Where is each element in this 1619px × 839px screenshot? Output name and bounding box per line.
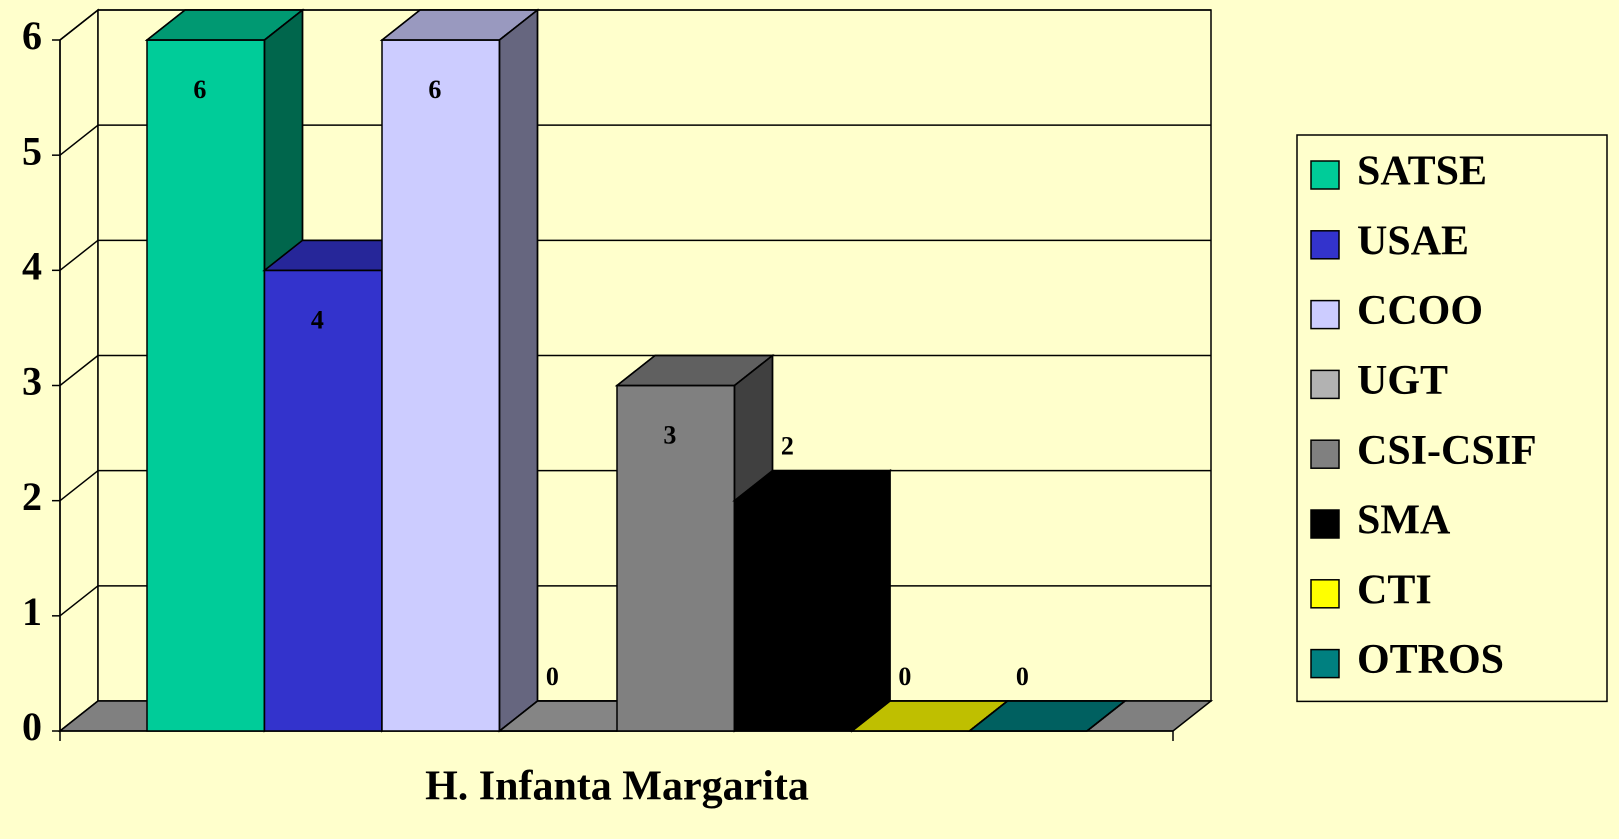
legend-label: CTI — [1357, 567, 1432, 613]
grid-line — [59, 124, 99, 156]
data-label: 6 — [193, 75, 206, 104]
bar-front — [733, 499, 853, 732]
legend-swatch — [1310, 160, 1340, 190]
legend-box — [1296, 134, 1608, 703]
data-label: 3 — [663, 420, 676, 449]
legend-swatch — [1310, 369, 1340, 400]
data-label: 0 — [898, 662, 911, 691]
bar-front — [616, 384, 736, 732]
grid-line — [59, 354, 99, 387]
grid-line — [59, 239, 99, 271]
y-tick-label: 3 — [22, 359, 42, 404]
data-label: 0 — [1016, 662, 1029, 691]
y-tick-label: 2 — [22, 474, 42, 519]
legend-swatch — [1310, 439, 1340, 469]
legend-swatch — [1310, 509, 1340, 539]
bar-side-shade — [851, 469, 891, 733]
legend-label: SMA — [1357, 498, 1451, 544]
data-label: 2 — [781, 432, 794, 461]
grid-line — [59, 585, 99, 617]
bar-front — [263, 269, 383, 732]
y-tick-label: 6 — [22, 13, 42, 58]
y-tick-label: 5 — [22, 128, 42, 173]
data-label: 0 — [546, 662, 559, 691]
y-tick-label: 0 — [22, 704, 42, 749]
legend-swatch — [1310, 299, 1340, 330]
legend-label: UGT — [1357, 358, 1448, 404]
legend-swatch — [1310, 579, 1340, 609]
bar-side-shade — [498, 8, 539, 733]
legend-label: CCOO — [1357, 288, 1483, 334]
x-category-label: H. Infanta Margarita — [425, 764, 809, 810]
legend-label: CSI-CSIF — [1357, 428, 1537, 474]
legend-label: OTROS — [1357, 637, 1504, 683]
legend-label: USAE — [1357, 218, 1469, 264]
bar-front — [381, 39, 501, 732]
data-label: 6 — [428, 75, 441, 104]
y-tick-label: 1 — [22, 589, 42, 634]
y-tick-label: 4 — [22, 244, 42, 289]
grid-line — [59, 470, 99, 502]
legend-swatch — [1310, 648, 1340, 679]
legend-swatch — [1310, 230, 1340, 260]
bar-side-shade — [1086, 700, 1126, 732]
legend-label: SATSE — [1357, 149, 1487, 195]
bar-front — [146, 39, 266, 732]
grid-line — [59, 9, 99, 41]
data-label: 4 — [311, 305, 324, 334]
